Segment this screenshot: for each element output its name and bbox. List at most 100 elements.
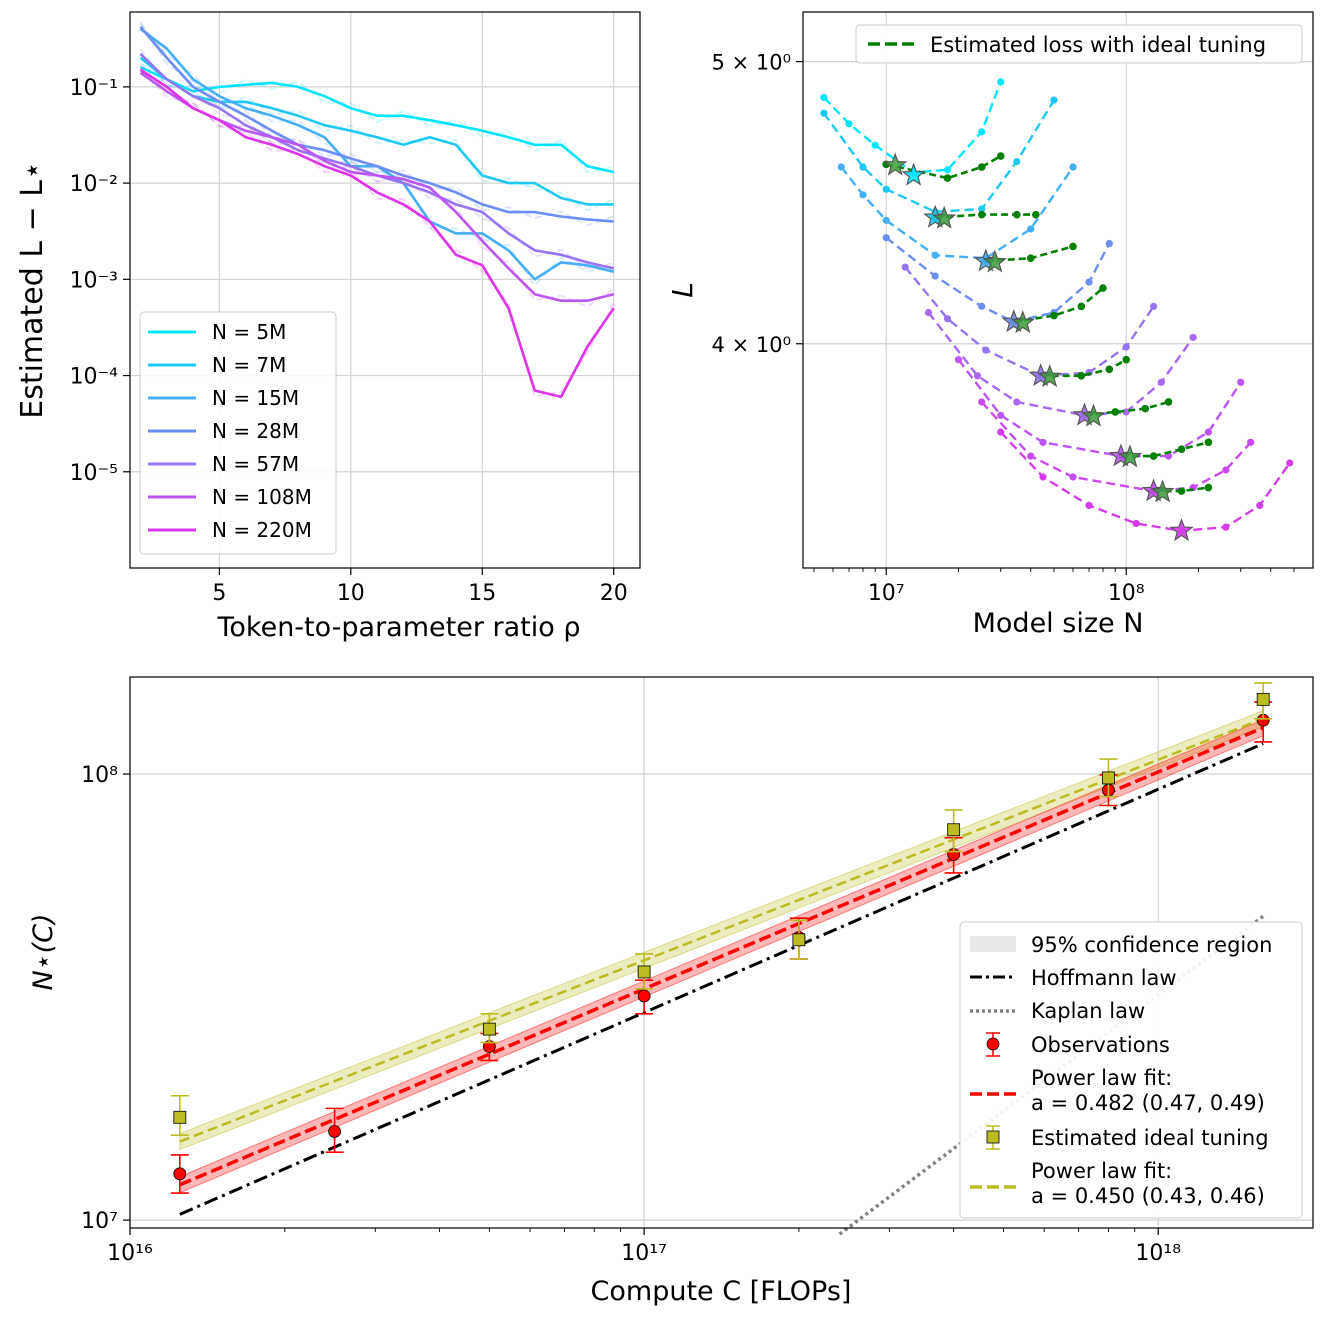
panel-b-ytick-label: 4 × 10⁰	[712, 333, 791, 357]
panel-b-ylabel: L	[666, 282, 699, 298]
panel-b-point	[1050, 96, 1058, 104]
panel-b-xlabel: Model size N	[973, 608, 1144, 639]
panel-b-ideal-point	[1164, 398, 1173, 406]
panel-c-xlabel: Compute C [FLOPs]	[591, 1276, 852, 1307]
legend-fit-obs-line1: Power law fit:	[1031, 1066, 1172, 1090]
panel-b-point	[1164, 452, 1173, 460]
legend-kaplan-label: Kaplan law	[1031, 999, 1145, 1023]
panel-b-point	[1122, 408, 1130, 416]
panel-b-point	[820, 93, 828, 102]
panel-b-point	[1157, 378, 1165, 386]
panel-b-ideal-point	[1077, 302, 1086, 311]
panel-b-point	[1204, 428, 1213, 436]
panel-b-point	[1237, 378, 1245, 386]
panel-c-legend: 95% confidence region Hoffmann law Kapla…	[959, 921, 1303, 1219]
ideal-tuning-marker	[947, 823, 961, 837]
panel-b-ideal-point	[1105, 365, 1114, 374]
ideal-tuning-marker	[792, 933, 806, 947]
panel-b-ideal-star	[1117, 444, 1143, 468]
panel-a-raw-line	[139, 64, 615, 398]
observation-marker	[637, 989, 651, 1003]
ideal-tuning-marker	[173, 1110, 187, 1124]
panel-a-ytick-label: 10⁻³	[70, 268, 118, 293]
panel-b-point	[882, 234, 890, 242]
legend-observations-label: Observations	[1031, 1033, 1170, 1057]
panel-c-xtick-label: 10¹⁷	[621, 1241, 667, 1266]
panel-a-xtick-label: 10	[337, 581, 365, 606]
panel-b-series	[820, 78, 1294, 542]
panel-b-point	[1247, 438, 1255, 446]
panel-a-xtick-label: 5	[212, 581, 226, 606]
panel-a-raw-line	[139, 61, 614, 174]
panel-b-point	[943, 315, 952, 323]
panel-a-ytick-label: 10⁻¹	[70, 76, 118, 101]
panel-b-legend-box	[855, 24, 1303, 64]
panel-b-point	[901, 263, 909, 271]
panel-b-legend: Estimated loss with ideal tuning	[855, 24, 1303, 64]
panel-b-ideal-curve	[1040, 358, 1127, 378]
observation-marker	[328, 1125, 341, 1138]
panel-a-series	[139, 21, 615, 399]
panel-loss-vs-model-size: 10⁷ 10⁸ 4 × 10⁰ 5 × 10⁰ Model size N L Esti…	[666, 11, 1314, 639]
panel-b-ideal-point	[1077, 371, 1086, 380]
panel-c-frame	[129, 676, 1314, 1229]
panel-a-ylabel: Estimated L − L⋆	[15, 161, 50, 419]
panel-b-ideal-point	[1111, 408, 1120, 416]
panel-b-ideal-point	[1099, 284, 1107, 292]
panel-c-xtick-label: 10¹⁸	[1135, 1241, 1181, 1266]
panel-b-point	[982, 346, 990, 354]
panel-b-point	[1085, 501, 1093, 510]
panel-b-point	[997, 78, 1005, 86]
panel-a-legend-label: N = 57M	[212, 452, 299, 476]
panel-a-legend-label: N = 7M	[212, 353, 286, 377]
panel-b-ideal-point	[996, 152, 1005, 160]
panel-b-ideal-point	[1204, 438, 1213, 447]
panel-b-point	[1013, 398, 1021, 406]
panel-a-ytick-label: 10⁻⁴	[70, 365, 119, 390]
panel-a-xlabel: Token-to-parameter ratio ρ	[216, 612, 580, 643]
panel-a-xtick-label: 20	[600, 581, 628, 606]
legend-hoffmann-label: Hoffmann law	[1031, 966, 1177, 990]
panel-b-point	[931, 251, 939, 259]
panel-b-point	[924, 308, 933, 317]
panel-b-frame	[802, 11, 1314, 569]
panel-a-raw-line	[139, 48, 614, 270]
panel-a-frame	[129, 11, 641, 569]
panel-b-point	[978, 128, 986, 136]
panel-b-point	[882, 216, 890, 224]
panel-a-ytick-label: 10⁻⁵	[70, 461, 118, 486]
panel-optimal-size-vs-compute: 10¹⁶ 10¹⁷ 10¹⁸ 10⁷ 10⁸ Compute C [FLOPs] N⋆(…	[28, 676, 1314, 1307]
panel-b-ideal-point	[1026, 254, 1035, 263]
panel-a-ytick-label: 10⁻²	[70, 172, 118, 197]
panel-a-legend-label: N = 220M	[212, 518, 312, 542]
panel-c-series	[170, 682, 1273, 1236]
panel-b-point	[997, 411, 1005, 419]
panel-b-point	[1027, 225, 1035, 233]
panel-b-ideal-point	[1149, 452, 1158, 460]
panel-b-xtick-label: 10⁷	[868, 581, 905, 606]
ideal-tuning-marker	[1256, 692, 1270, 706]
panel-b-ideal-point	[1122, 355, 1131, 364]
panel-b-point	[1069, 163, 1077, 171]
panel-a-legend-label: N = 5M	[212, 320, 286, 344]
panel-b-ideal-point	[1050, 311, 1058, 320]
panel-b-series-curve	[999, 431, 1291, 533]
panel-c-legend-box	[959, 921, 1303, 1219]
panel-b-point	[1222, 466, 1230, 474]
panel-b-ideal-point	[1013, 210, 1021, 219]
panel-b-point	[1105, 239, 1113, 248]
panel-b-ideal-point	[1177, 487, 1186, 495]
panel-b-ideal-point	[1069, 242, 1077, 251]
panel-b-point	[1222, 523, 1230, 531]
panel-b-ideal-star	[1010, 310, 1035, 334]
panel-c-ylabel: N⋆(C)	[28, 913, 59, 990]
panel-b-optimum-star	[901, 162, 926, 186]
panel-b-ideal-curve	[935, 213, 1036, 219]
panel-a-legend-items: N = 5M N = 7M N = 15M N = 28M N = 57M N = 108…	[148, 320, 312, 542]
legend-fit-obs-line2: a = 0.482 (0.47, 0.49)	[1031, 1091, 1265, 1115]
panel-b-point	[845, 120, 853, 128]
panel-a-legend: N = 5M N = 7M N = 15M N = 28M N = 57M N = 108…	[139, 311, 337, 555]
panel-b-xtick-label: 10⁸	[1108, 581, 1145, 606]
panel-b-optimum-star	[1169, 518, 1194, 542]
